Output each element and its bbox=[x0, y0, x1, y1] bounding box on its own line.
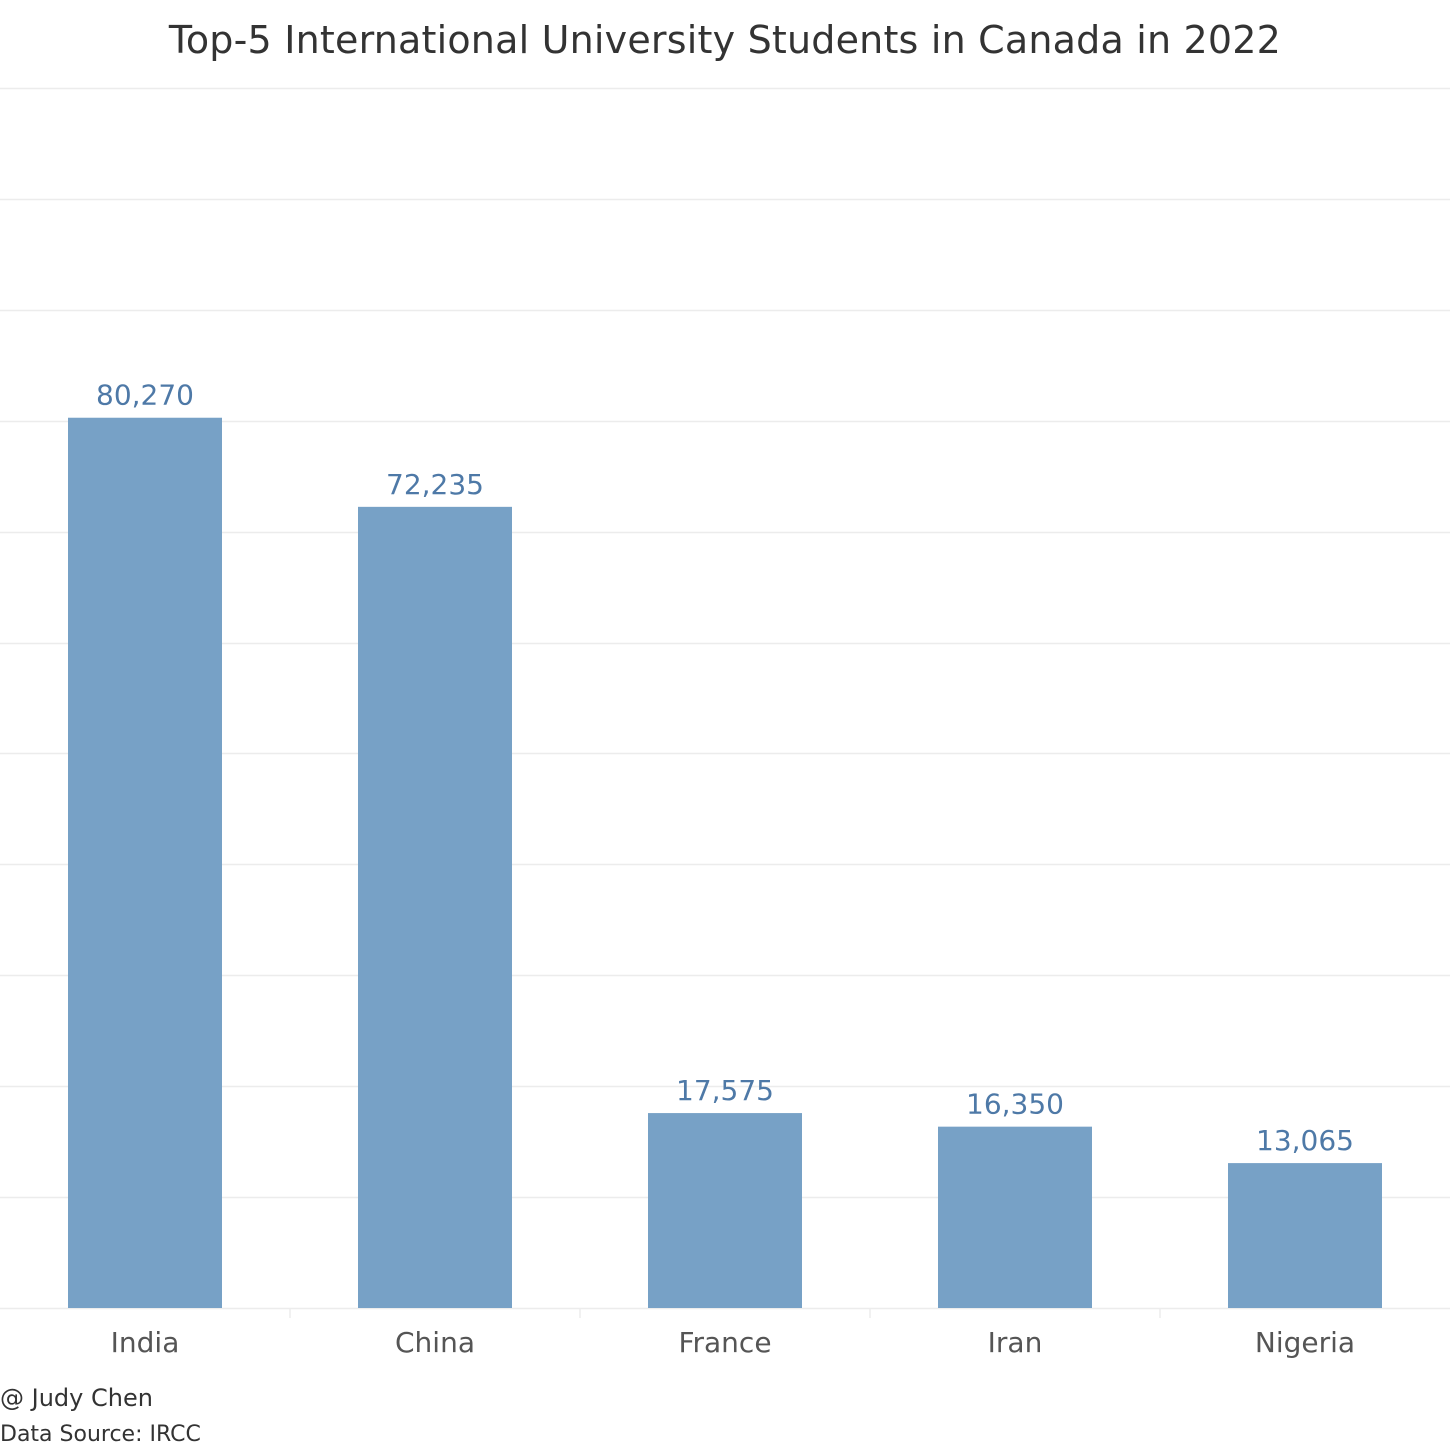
x-tick-label-iran: Iran bbox=[988, 1326, 1043, 1359]
data-source-credit: Data Source: IRCC bbox=[0, 1422, 201, 1447]
data-label-nigeria: 13,065 bbox=[1256, 1124, 1354, 1157]
bar-china bbox=[358, 506, 512, 1309]
x-tick-label-india: India bbox=[111, 1326, 180, 1359]
x-tick-label-nigeria: Nigeria bbox=[1255, 1326, 1355, 1359]
author-credit: @ Judy Chen bbox=[0, 1384, 153, 1412]
bar-chart: 80,270 72,235 17,575 16,350 13,065 India Chin… bbox=[0, 87, 1450, 1359]
bar-india bbox=[68, 417, 222, 1308]
data-label-india: 80,270 bbox=[96, 379, 194, 412]
bar-france bbox=[648, 1113, 802, 1308]
data-labels: 80,270 72,235 17,575 16,350 13,065 bbox=[96, 379, 1354, 1157]
chart-title: Top-5 International University Students … bbox=[168, 18, 1282, 62]
bar-iran bbox=[938, 1126, 1092, 1308]
data-label-china: 72,235 bbox=[386, 468, 484, 501]
x-tick-label-china: China bbox=[395, 1326, 475, 1359]
x-axis bbox=[289, 1308, 1161, 1318]
x-tick-labels: India China France Iran Nigeria bbox=[111, 1326, 1355, 1359]
data-label-iran: 16,350 bbox=[966, 1088, 1064, 1121]
data-label-france: 17,575 bbox=[676, 1074, 774, 1107]
bars bbox=[68, 417, 1382, 1309]
bar-nigeria bbox=[1228, 1163, 1382, 1308]
x-tick-label-france: France bbox=[678, 1326, 771, 1359]
